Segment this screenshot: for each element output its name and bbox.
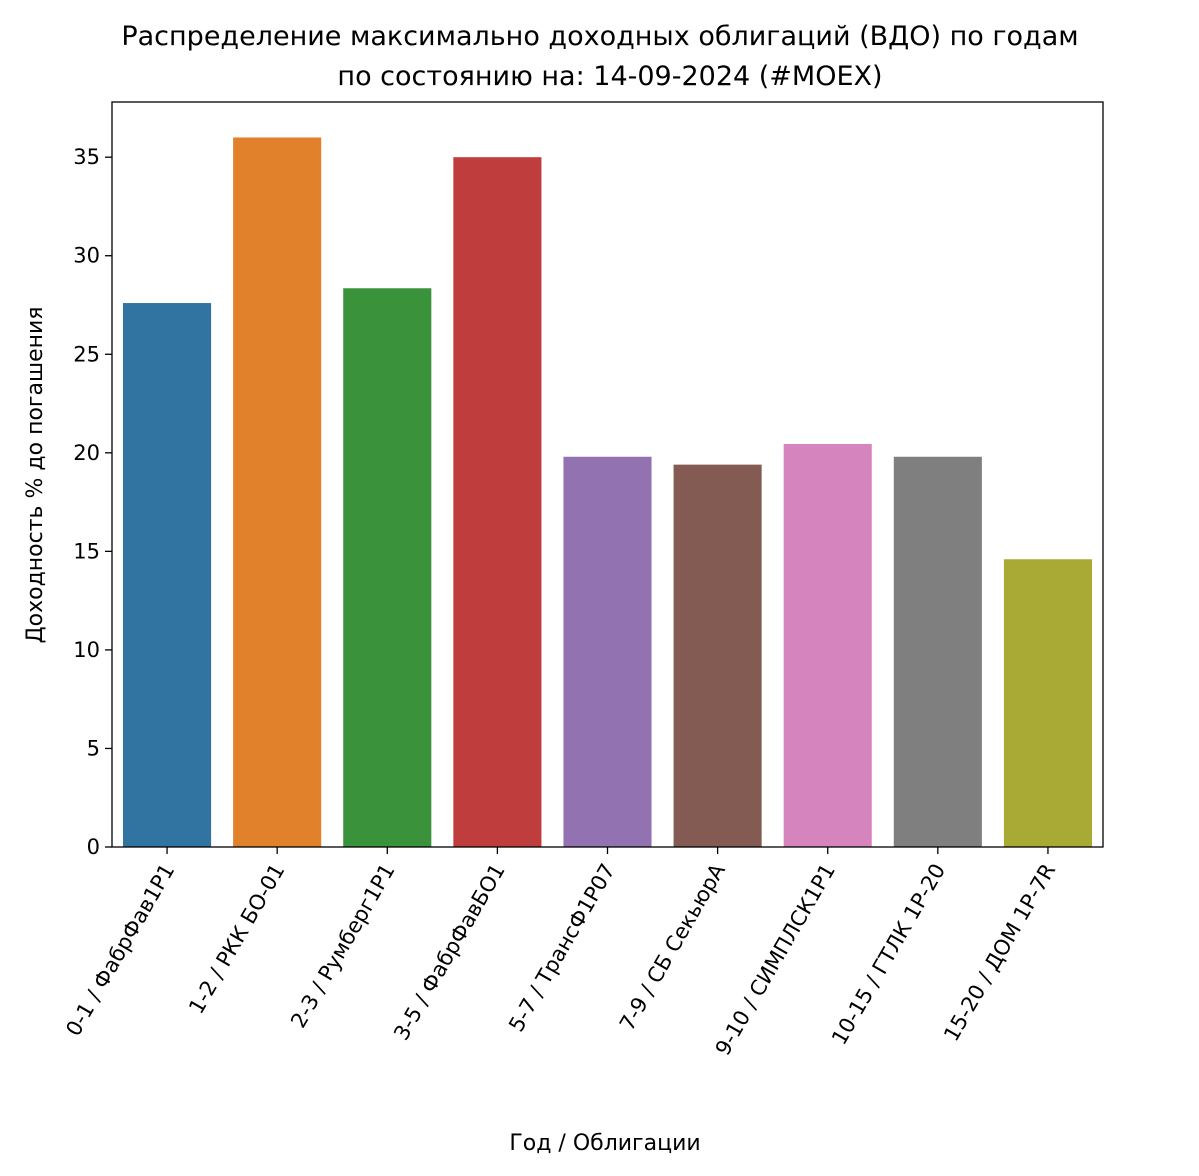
chart-title: Распределение максимально доходных облиг… xyxy=(121,21,1078,52)
y-tick-label: 25 xyxy=(73,342,100,366)
x-tick-label: 5-7 / ТрансФ1Р07 xyxy=(504,860,620,1036)
bar xyxy=(1003,559,1092,847)
bar xyxy=(673,464,762,847)
bar xyxy=(123,303,212,847)
x-tick-label: 1-2 / РКК БО-01 xyxy=(184,860,289,1018)
y-tick-label: 15 xyxy=(73,539,100,563)
y-tick-label: 20 xyxy=(73,441,100,465)
bar xyxy=(343,288,432,847)
y-tick-label: 30 xyxy=(73,244,100,268)
x-tick-label: 10-15 / ГТЛК 1Р-20 xyxy=(827,860,950,1049)
bar xyxy=(783,443,872,847)
y-tick-label: 5 xyxy=(87,736,100,760)
x-tick-label: 7-9 / СБ СекьюрА xyxy=(615,859,730,1035)
y-axis-label: Доходность % до погашения xyxy=(23,306,48,643)
chart-subtitle: по состоянию на: 14-09-2024 (#MOEX) xyxy=(337,61,882,92)
x-tick-label: 3-5 / ФабрФавБО1 xyxy=(389,860,510,1045)
y-tick-label: 35 xyxy=(73,145,100,169)
plot-frame xyxy=(111,101,1104,848)
bar xyxy=(893,456,982,847)
x-tick-label: 9-10 / СИМПЛСК1Р1 xyxy=(711,860,840,1060)
x-tick-label: 15-20 / ДОМ 1Р-7R xyxy=(939,860,1060,1046)
y-tick-label: 0 xyxy=(87,835,100,859)
x-axis-label: Год / Облигации xyxy=(509,1131,700,1156)
y-tick-label: 10 xyxy=(73,638,100,662)
x-tick-label: 0-1 / ФабрФав1Р1 xyxy=(61,860,179,1041)
bar xyxy=(233,137,322,847)
bar xyxy=(453,157,542,847)
x-tick-label: 2-3 / Румберг1Р1 xyxy=(286,860,399,1032)
bar xyxy=(563,456,652,847)
